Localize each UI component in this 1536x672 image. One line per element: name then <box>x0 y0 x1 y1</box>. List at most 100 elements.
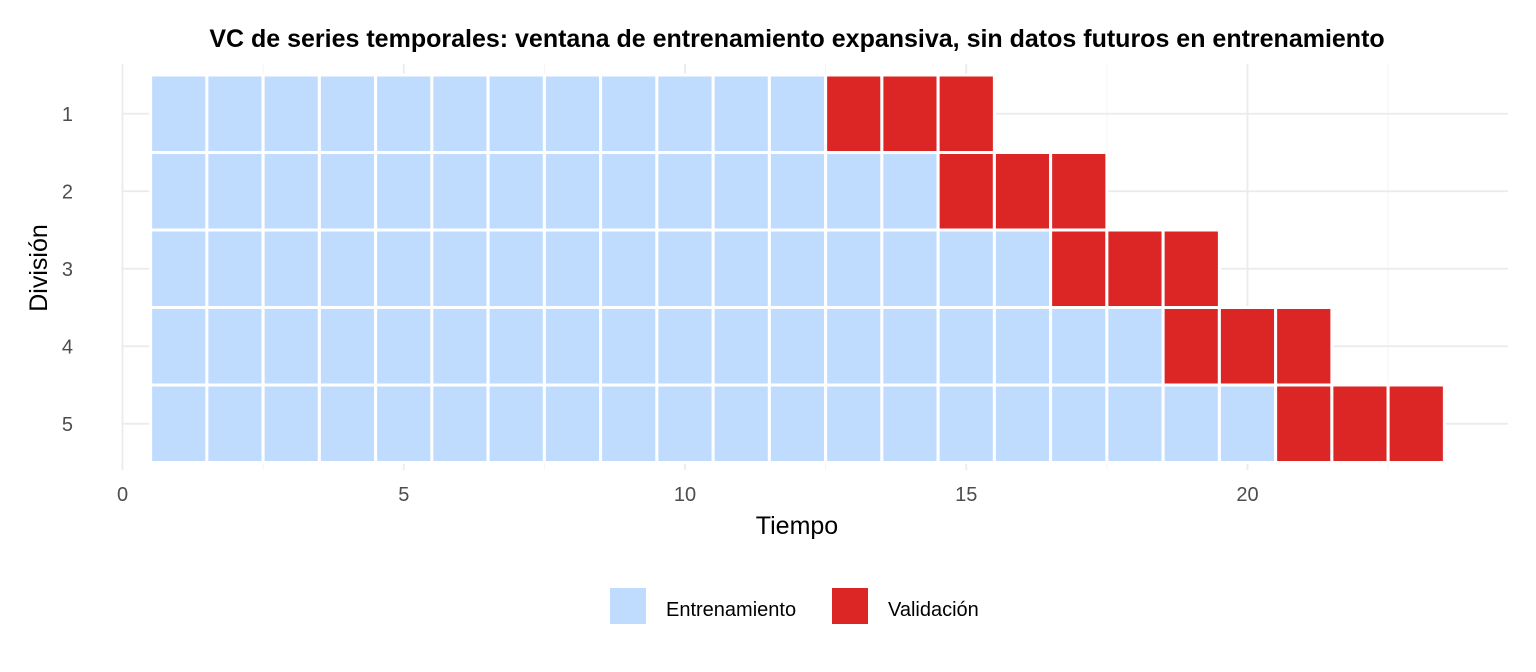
train-cell <box>374 228 434 309</box>
legend-swatch <box>832 588 868 624</box>
train-cell <box>205 383 265 464</box>
train-cell <box>824 151 884 232</box>
train-cell <box>205 151 265 232</box>
train-cell <box>1105 383 1165 464</box>
train-cell <box>430 306 490 387</box>
train-cell <box>542 228 603 309</box>
train-cell <box>767 151 828 232</box>
train-cell <box>261 228 321 309</box>
x-tick-label: 0 <box>117 484 128 506</box>
legend-label: Validación <box>888 599 979 621</box>
x-tick-label: 15 <box>955 484 977 506</box>
train-cell <box>542 151 603 232</box>
train-cell <box>880 228 940 309</box>
train-cell <box>486 151 546 232</box>
train-cell <box>149 306 209 387</box>
train-cell <box>205 228 265 309</box>
train-cell <box>1049 306 1109 387</box>
train-cell <box>936 228 996 309</box>
train-cell <box>824 383 884 464</box>
legend-train: Entrenamiento <box>610 588 796 624</box>
validation-cell <box>1049 151 1109 232</box>
y-tick-labels: 1 2 3 4 5 <box>62 104 73 436</box>
validation-cell <box>992 151 1053 232</box>
train-cell <box>599 228 659 309</box>
train-cell <box>880 306 940 387</box>
train-cell <box>711 228 771 309</box>
train-cell <box>374 383 434 464</box>
train-cell <box>992 383 1053 464</box>
train-cell <box>711 306 771 387</box>
train-cell <box>430 73 490 154</box>
train-cell <box>936 306 996 387</box>
y-tick-label: 3 <box>62 259 73 281</box>
train-cell <box>261 306 321 387</box>
validation-cell <box>936 151 996 232</box>
train-cell <box>317 306 378 387</box>
validation-cell <box>1274 383 1334 464</box>
train-cell <box>824 228 884 309</box>
validation-cell <box>1386 383 1446 464</box>
train-cell <box>261 383 321 464</box>
x-axis-title: Tiempo <box>756 512 838 540</box>
train-cell <box>486 306 546 387</box>
train-cell <box>767 228 828 309</box>
train-cell <box>542 306 603 387</box>
validation-cell <box>824 73 884 154</box>
train-cell <box>880 151 940 232</box>
legend: Entrenamiento Validación <box>610 588 979 624</box>
train-cell <box>599 383 659 464</box>
y-tick-label: 2 <box>62 181 73 203</box>
train-cell <box>261 151 321 232</box>
train-cell <box>711 151 771 232</box>
validation-cell <box>1049 228 1109 309</box>
chart-title: VC de series temporales: ventana de entr… <box>209 25 1384 53</box>
train-cell <box>655 151 715 232</box>
y-axis-title: División <box>25 224 53 312</box>
fold-cells <box>149 73 1446 464</box>
train-cell <box>655 73 715 154</box>
train-cell <box>317 151 378 232</box>
train-cell <box>430 228 490 309</box>
y-tick-label: 5 <box>62 414 73 436</box>
train-cell <box>599 73 659 154</box>
validation-cell <box>1105 228 1165 309</box>
x-tick-label: 20 <box>1236 484 1258 506</box>
validation-cell <box>936 73 996 154</box>
train-cell <box>149 73 209 154</box>
x-tick-labels: 0 5 10 15 20 <box>117 484 1259 506</box>
x-tick-label: 10 <box>674 484 696 506</box>
legend-label: Entrenamiento <box>666 599 796 621</box>
train-cell <box>655 306 715 387</box>
x-tick-label: 5 <box>398 484 409 506</box>
train-cell <box>317 228 378 309</box>
train-cell <box>486 73 546 154</box>
validation-cell <box>1161 306 1221 387</box>
train-cell <box>767 73 828 154</box>
validation-cell <box>1274 306 1334 387</box>
train-cell <box>205 306 265 387</box>
y-tick-label: 4 <box>62 336 73 358</box>
train-cell <box>317 73 378 154</box>
train-cell <box>1105 306 1165 387</box>
legend-validation: Validación <box>832 588 979 624</box>
train-cell <box>374 73 434 154</box>
train-cell <box>374 151 434 232</box>
train-cell <box>655 383 715 464</box>
legend-swatch <box>610 588 646 624</box>
train-cell <box>486 383 546 464</box>
validation-cell <box>1330 383 1390 464</box>
train-cell <box>824 306 884 387</box>
train-cell <box>1217 383 1278 464</box>
train-cell <box>711 73 771 154</box>
train-cell <box>149 228 209 309</box>
train-cell <box>880 383 940 464</box>
train-cell <box>486 228 546 309</box>
train-cell <box>767 306 828 387</box>
validation-cell <box>880 73 940 154</box>
train-cell <box>767 383 828 464</box>
train-cell <box>1049 383 1109 464</box>
train-cell <box>430 383 490 464</box>
validation-cell <box>1217 306 1278 387</box>
